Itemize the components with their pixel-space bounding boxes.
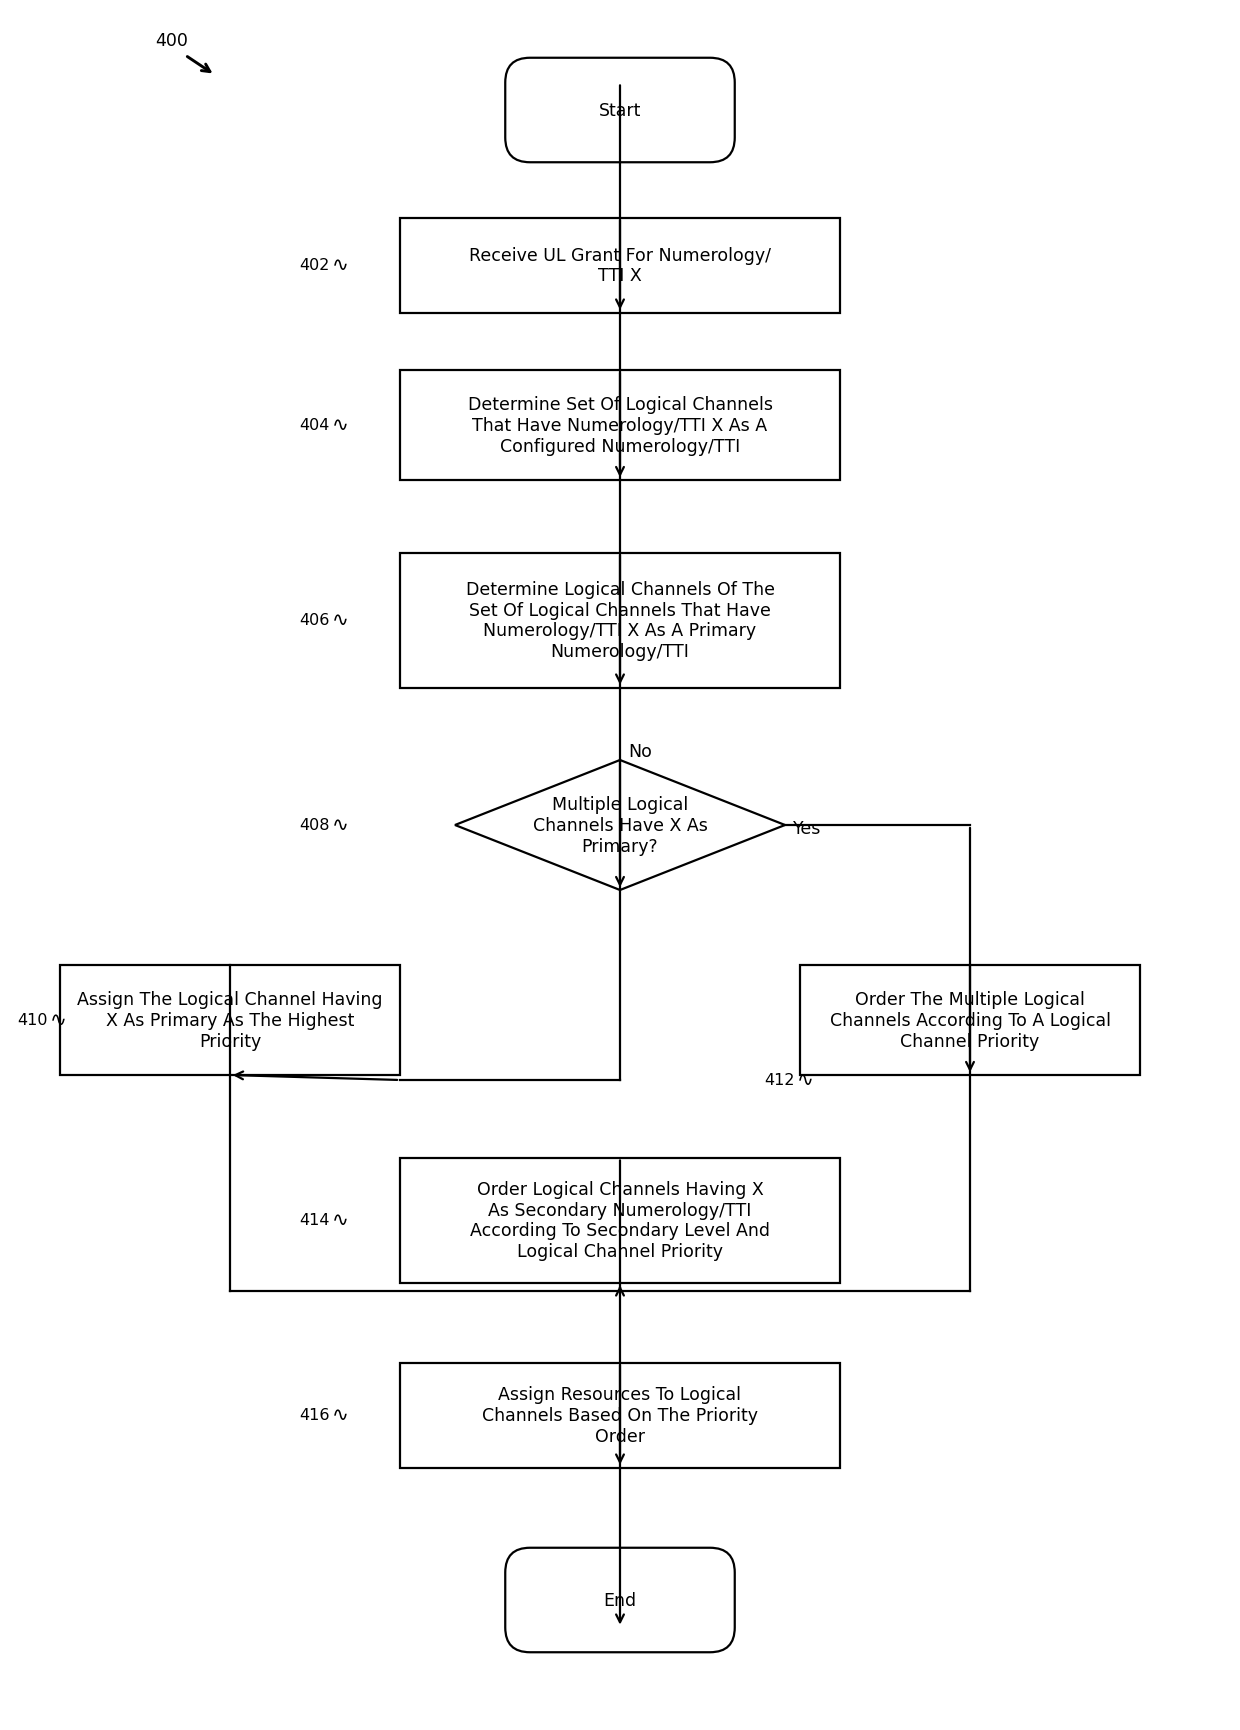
Bar <box>60 965 401 1076</box>
Text: 412: 412 <box>765 1073 795 1088</box>
Text: Order Logical Channels Having X
As Secondary Numerology/TTI
According To Seconda: Order Logical Channels Having X As Secon… <box>470 1180 770 1261</box>
Text: ∿: ∿ <box>332 417 348 436</box>
Text: 406: 406 <box>300 612 330 628</box>
Text: No: No <box>627 742 652 761</box>
Bar <box>401 1157 839 1282</box>
Text: ∿: ∿ <box>332 256 348 275</box>
Text: 410: 410 <box>17 1012 48 1028</box>
Text: 404: 404 <box>300 419 330 432</box>
Text: End: End <box>604 1592 636 1609</box>
Text: Assign Resources To Logical
Channels Based On The Priority
Order: Assign Resources To Logical Channels Bas… <box>482 1386 758 1445</box>
Text: 408: 408 <box>300 818 330 834</box>
Bar <box>800 965 1140 1076</box>
Text: Start: Start <box>599 102 641 119</box>
Text: 416: 416 <box>300 1408 330 1422</box>
Text: ∿: ∿ <box>332 1406 348 1426</box>
Text: ∿: ∿ <box>797 1071 813 1090</box>
Bar <box>401 1363 839 1467</box>
Text: Determine Logical Channels Of The
Set Of Logical Channels That Have
Numerology/T: Determine Logical Channels Of The Set Of… <box>465 581 775 661</box>
Bar <box>401 554 839 689</box>
Text: ∿: ∿ <box>332 1211 348 1230</box>
Text: ∿: ∿ <box>332 817 348 836</box>
Text: Assign The Logical Channel Having
X As Primary As The Highest
Priority: Assign The Logical Channel Having X As P… <box>77 991 383 1050</box>
Polygon shape <box>455 761 785 891</box>
Text: Determine Set Of Logical Channels
That Have Numerology/TTI X As A
Configured Num: Determine Set Of Logical Channels That H… <box>467 396 773 455</box>
FancyBboxPatch shape <box>505 1548 735 1652</box>
Text: Yes: Yes <box>794 820 821 837</box>
Bar <box>401 370 839 481</box>
FancyBboxPatch shape <box>505 59 735 163</box>
Text: 414: 414 <box>300 1213 330 1228</box>
Text: ∿: ∿ <box>50 1010 67 1029</box>
Text: Receive UL Grant For Numerology/
TTI X: Receive UL Grant For Numerology/ TTI X <box>469 246 771 285</box>
Bar <box>401 218 839 313</box>
Text: 402: 402 <box>300 258 330 273</box>
Text: Multiple Logical
Channels Have X As
Primary?: Multiple Logical Channels Have X As Prim… <box>532 796 708 855</box>
Text: Order The Multiple Logical
Channels According To A Logical
Channel Priority: Order The Multiple Logical Channels Acco… <box>830 991 1111 1050</box>
Text: ∿: ∿ <box>332 611 348 630</box>
Text: 400: 400 <box>155 31 188 50</box>
